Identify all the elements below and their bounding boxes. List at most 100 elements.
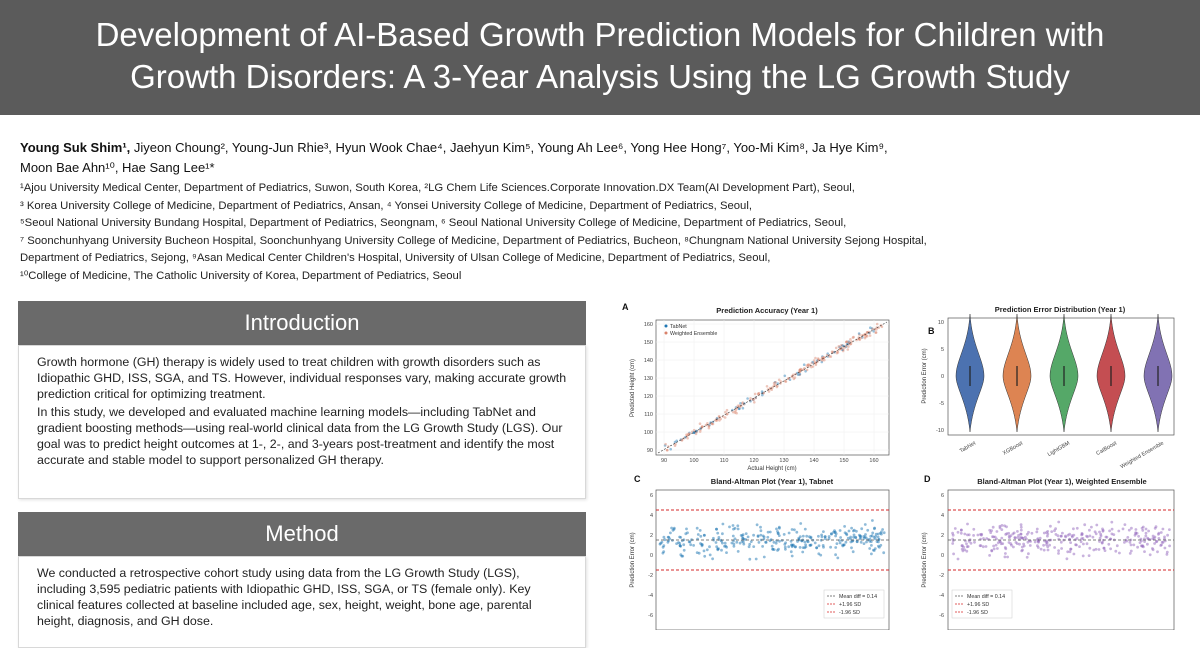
legend-lower-label: -1.96 SD [967,610,988,616]
panel-D-data-point [976,533,980,537]
panel-D-data-point [1045,539,1049,543]
panel-a-data-point [838,345,841,349]
panel-a-xtick-label: 130 [779,458,788,464]
panel-C-data-point [855,540,859,543]
panel-a-data-point [773,381,777,384]
affiliation-line: ³ Korea University College of Medicine, … [20,199,752,212]
panel-C-data-point [823,535,827,538]
panel-a-data-point [699,427,702,430]
panel-C-data-point [755,523,759,527]
panel-D-data-point [1098,540,1101,543]
panel-D-data-point [1118,551,1121,555]
panel-D-data-point [1163,535,1166,539]
panel-D-data-point [1112,533,1116,536]
panel-D-data-point [1168,528,1171,531]
panel-a-data-point [741,406,745,410]
introduction-paragraph-1: Growth hormone (GH) therapy is widely us… [37,355,567,401]
panel-C-data-point [851,550,855,554]
panel-d-ytick-label: -6 [939,613,944,619]
panel-D-data-point [1045,543,1048,547]
panel-C-data-point [692,544,695,547]
panel-C-data-point [736,550,740,553]
panel-D-data-point [991,535,994,538]
panel-a-xtick-label: 140 [809,458,818,464]
panel-a-data-point [699,428,702,431]
panel-a-data-point [863,332,867,336]
panel-C-data-point [715,527,718,531]
panel-a-data-point [828,355,831,358]
panel-C-data-point [660,540,664,544]
panel-D-data-point [990,549,994,553]
panel-a-ytick-label: 150 [644,340,653,346]
panel-D-data-point [1019,532,1023,536]
panel-D-data-point [1022,542,1025,546]
panel-C-data-point [671,528,675,532]
panel-D-data-point [953,527,957,530]
panel-c-ytick-label: 6 [650,493,653,499]
panel-c-ytick-label: -6 [648,613,653,619]
panel-a-data-point [869,326,872,329]
panel-c-ytick-label: 0 [650,553,653,559]
panel-a-data-point [857,332,861,335]
panel-a-data-point [815,359,819,362]
panel-D-data-point [1153,542,1156,545]
legend-upper-label: +1.96 SD [967,602,989,608]
panel-b-ticks: 10 5 0 -5 -10 [936,320,944,434]
panel-C-data-point [795,530,799,534]
panel-a-data-point [775,385,779,389]
panel-C-data-point [834,553,837,557]
panel-a-data-point [665,448,669,452]
panel-C-data-point [796,540,799,543]
panel-D-data-point [1107,542,1111,546]
panel-C-data-point [687,540,691,544]
panel-a-data-point [723,416,727,419]
panel-D-data-point [1110,527,1114,531]
panel-D-data-point [981,545,985,549]
panel-b-xtick-label: TabNet [959,440,978,454]
panel-D-data-point [1125,539,1129,543]
panel-C-data-point [741,533,745,537]
panel-C-data-point [808,535,811,539]
panel-D-data-point [1018,542,1021,546]
panel-a-data-point [673,444,677,447]
panel-a-data-point [846,348,850,351]
panel-c-letter: C [634,474,641,484]
affiliation-line: ¹Ajou University Medical Center, Departm… [20,182,855,194]
panel-D-data-point [1157,532,1160,536]
panel-c-ticks: 6 4 2 0 -2 -4 -6 [648,493,653,619]
panel-C-data-point [784,547,787,551]
panel-a-data-point [754,396,757,400]
panel-a-data-point [784,380,788,383]
panel-D-data-point [1035,530,1039,534]
panel-C-data-point [759,529,763,533]
panel-C-data-point [803,527,807,531]
panel-a-data-point [798,368,802,372]
panel-D-data-point [1026,540,1030,544]
panel-C-data-point [711,557,714,561]
panel-a-data-point [836,351,840,354]
panel-d-letter: D [924,474,931,484]
panel-a-data-point [765,385,769,388]
panel-a-data-point [850,340,853,343]
panel-C-data-point [686,531,689,535]
panel-D-data-point [1003,555,1007,559]
panel-a-data-point [874,331,878,334]
panel-D-data-point [1132,543,1136,547]
panel-C-data-point [733,537,737,541]
panel-C-data-point [860,527,864,531]
panel-a-data-point [736,404,740,408]
panel-C-data-point [873,547,877,550]
panel-a-data-point [875,326,878,329]
panel-a-data-point [798,370,802,374]
panel-a-data-point [817,358,820,361]
panel-D-data-point [963,532,967,536]
introduction-body: Growth hormone (GH) therapy is widely us… [18,345,586,499]
panel-a-data-point [874,331,877,334]
panel-D-data-point [1054,527,1057,531]
panel-C-data-point [766,530,770,534]
panel-D-data-point [1005,525,1008,529]
panel-C-data-point [835,542,839,545]
panel-D-data-point [1123,541,1126,544]
panel-C-data-point [756,535,760,538]
panel-D-data-point [1068,550,1072,554]
